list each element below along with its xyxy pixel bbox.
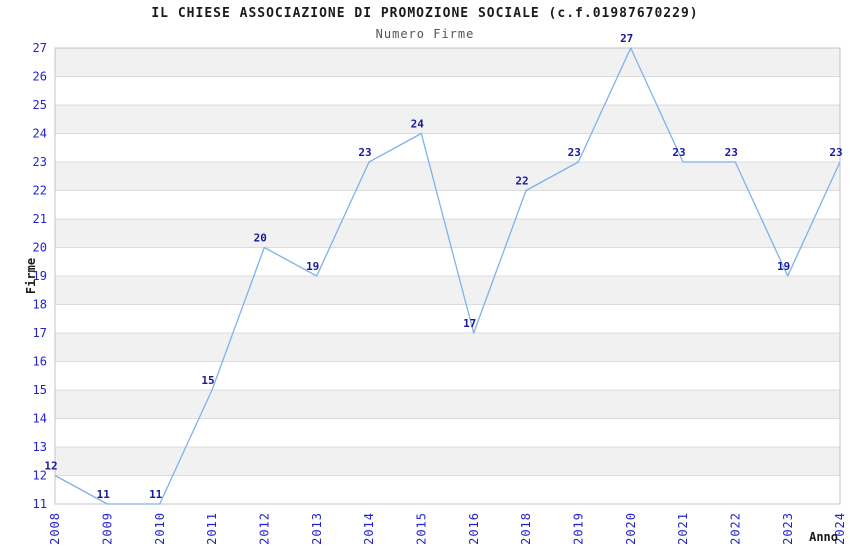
x-axis-tick-labels: 2008 2009 2010 2011 2012 2013 2014 2015 2016 2018… — [48, 512, 847, 545]
x-tick-label: 2021 — [676, 512, 690, 545]
y-axis-tick-labels: 11 12 13 14 15 16 17 18 19 20 21 22 23 24 25 26 27 — [33, 41, 47, 511]
x-tick-label: 2010 — [153, 512, 167, 545]
data-point-label: 23 — [725, 146, 738, 159]
data-point-label: 12 — [44, 460, 57, 473]
x-tick-label: 2018 — [519, 512, 533, 545]
data-point-label: 15 — [201, 374, 214, 387]
plot-row-bands — [55, 48, 840, 476]
data-point-label: 11 — [149, 488, 163, 501]
y-tick-label: 24 — [33, 127, 47, 141]
x-tick-label: 2011 — [205, 512, 219, 545]
data-point-label: 23 — [568, 146, 581, 159]
data-point-label: 19 — [306, 260, 319, 273]
data-point-label: 24 — [411, 118, 425, 131]
data-point-label: 11 — [97, 488, 111, 501]
x-axis-title: Anno — [809, 530, 838, 544]
data-point-labels: 12 11 11 15 20 19 23 24 17 22 23 27 23 23 19 23 — [44, 32, 842, 501]
y-tick-label: 22 — [33, 184, 47, 198]
y-tick-label: 25 — [33, 98, 47, 112]
plot-band — [55, 162, 840, 191]
y-tick-label: 12 — [33, 469, 47, 483]
x-tick-label: 2014 — [362, 512, 376, 545]
x-tick-label: 2012 — [258, 512, 272, 545]
plot-band — [55, 447, 840, 476]
y-tick-label: 21 — [33, 212, 47, 226]
data-point-label: 22 — [515, 175, 528, 188]
y-axis-title: Firme — [24, 258, 38, 294]
plot-band — [55, 105, 840, 134]
series-line — [54, 47, 841, 505]
x-tick-label: 2022 — [729, 512, 743, 545]
y-tick-label: 18 — [33, 298, 47, 312]
x-tick-label: 2024 — [833, 512, 847, 545]
x-tick-label: 2019 — [572, 512, 586, 545]
data-point-label: 19 — [777, 260, 790, 273]
x-tick-label: 2023 — [781, 512, 795, 545]
x-tick-label: 2016 — [467, 512, 481, 545]
plot-band — [55, 390, 840, 419]
y-tick-label: 23 — [33, 155, 47, 169]
data-point-label: 23 — [829, 146, 842, 159]
y-tick-label: 15 — [33, 383, 47, 397]
y-tick-label: 27 — [33, 41, 47, 55]
data-point-label: 23 — [672, 146, 685, 159]
chart-subtitle: Numero Firme — [375, 27, 475, 41]
plot-border — [54, 47, 841, 505]
x-tick-label: 2013 — [310, 512, 324, 545]
plot-band — [55, 333, 840, 362]
plot-band — [55, 276, 840, 305]
y-tick-label: 20 — [33, 241, 47, 255]
y-tick-label: 14 — [33, 412, 47, 426]
y-tick-label: 26 — [33, 70, 47, 84]
x-tick-label: 2020 — [624, 512, 638, 545]
x-tick-label: 2009 — [101, 512, 115, 545]
data-point-label: 20 — [254, 232, 267, 245]
y-tick-label: 16 — [33, 355, 47, 369]
data-point-label: 23 — [358, 146, 371, 159]
plot-band — [55, 48, 840, 77]
x-tick-label: 2015 — [415, 512, 429, 545]
data-point-label: 17 — [463, 317, 476, 330]
y-tick-label: 13 — [33, 440, 47, 454]
y-tick-label: 19 — [33, 269, 47, 283]
chart-title: IL CHIESE ASSOCIAZIONE DI PROMOZIONE SOC… — [151, 6, 699, 21]
y-tick-label: 17 — [33, 326, 47, 340]
data-point-label: 27 — [620, 32, 633, 45]
x-tick-label: 2008 — [48, 512, 62, 545]
y-tick-label: 11 — [33, 497, 47, 511]
